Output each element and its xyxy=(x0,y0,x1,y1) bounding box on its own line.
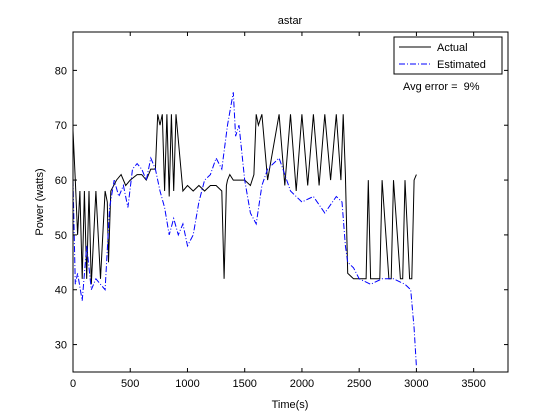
x-tick-label: 0 xyxy=(70,378,76,390)
legend: Actual Estimated xyxy=(393,36,503,75)
x-tick-label: 3000 xyxy=(404,378,428,390)
y-tick-label: 70 xyxy=(55,120,67,132)
y-axis: 30 40 50 60 70 80 xyxy=(55,65,508,352)
legend-label-estimated: Estimated xyxy=(437,59,486,71)
y-tick-label: 30 xyxy=(55,340,67,352)
y-tick-label: 60 xyxy=(55,175,67,187)
y-axis-title: Power (watts) xyxy=(34,168,46,235)
x-tick-label: 1500 xyxy=(232,378,256,390)
x-axis: 0 500 1000 1500 2000 2500 3000 3500 xyxy=(70,32,486,390)
plot-frame xyxy=(72,31,509,373)
plot-area xyxy=(73,32,508,372)
y-tick-label: 50 xyxy=(55,230,67,242)
x-tick-label: 3500 xyxy=(461,378,485,390)
x-tick-label: 2500 xyxy=(347,378,371,390)
y-tick-label: 80 xyxy=(55,65,67,77)
x-tick-label: 1000 xyxy=(175,378,199,390)
legend-label-actual: Actual xyxy=(437,42,468,54)
x-tick-label: 500 xyxy=(121,378,139,390)
y-tick-label: 40 xyxy=(55,285,67,297)
series-layer xyxy=(72,92,417,367)
annotation-avg-error: Avg error = 9% xyxy=(403,81,480,93)
chart-title: astar xyxy=(278,15,303,27)
x-axis-title: Time(s) xyxy=(272,399,309,411)
legend-box xyxy=(393,36,503,75)
series-line-actual xyxy=(72,114,417,285)
x-tick-label: 2000 xyxy=(290,378,314,390)
series-line-estimated xyxy=(72,92,417,367)
